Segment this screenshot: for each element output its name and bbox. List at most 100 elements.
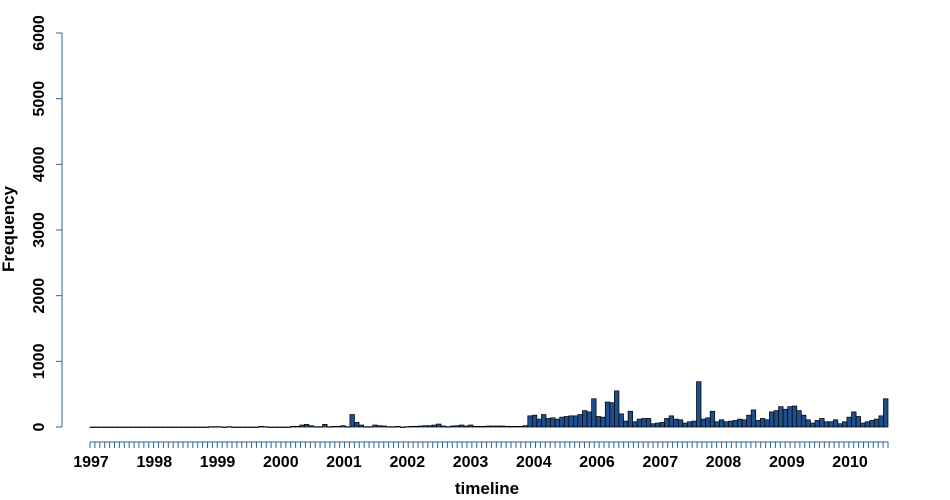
bar <box>668 415 675 428</box>
bar <box>609 402 615 428</box>
bar <box>855 416 861 428</box>
bar <box>832 419 839 428</box>
bar <box>317 426 323 428</box>
bar <box>94 426 100 428</box>
bar <box>176 426 182 428</box>
bar <box>718 419 725 428</box>
bar <box>691 420 697 428</box>
bar <box>641 418 647 428</box>
bar <box>650 423 656 428</box>
bar <box>883 398 889 428</box>
bar <box>281 426 287 428</box>
bar <box>554 418 561 428</box>
bar <box>472 425 478 428</box>
bar <box>481 425 488 428</box>
bar <box>390 426 396 428</box>
bar <box>226 426 232 428</box>
bar <box>486 425 492 428</box>
bar <box>700 418 706 428</box>
y-tick-label: 1000 <box>31 343 48 379</box>
bar <box>504 425 510 428</box>
bar <box>604 401 611 428</box>
bar <box>235 426 241 428</box>
bar <box>217 426 223 428</box>
bar <box>536 418 542 428</box>
bar <box>144 426 150 428</box>
bar <box>545 418 551 428</box>
bar <box>340 425 346 428</box>
bar <box>180 426 187 428</box>
bar <box>632 421 638 428</box>
bar <box>723 421 729 428</box>
bar <box>459 424 465 428</box>
bar <box>303 424 310 428</box>
bar <box>509 425 515 428</box>
bar <box>714 421 720 428</box>
bar <box>326 426 333 428</box>
bar <box>258 425 264 428</box>
bar <box>636 418 643 428</box>
bar <box>272 426 278 428</box>
bar <box>417 425 424 428</box>
bar <box>399 426 405 428</box>
bar <box>386 426 392 428</box>
bar <box>358 424 364 428</box>
bar <box>563 416 570 428</box>
bar <box>527 415 533 428</box>
bar <box>750 409 757 428</box>
bar <box>363 426 369 428</box>
y-axis-title: Frequency <box>0 185 18 272</box>
bar <box>189 426 196 428</box>
bar <box>673 418 679 428</box>
bar <box>107 426 114 428</box>
bar <box>746 414 752 428</box>
bar <box>728 420 734 428</box>
bar <box>158 426 164 428</box>
bar <box>335 425 342 428</box>
bar <box>148 426 155 428</box>
x-tick-label: 2003 <box>453 454 489 471</box>
bar <box>677 419 684 428</box>
bar <box>130 426 136 428</box>
x-tick-label: 2004 <box>516 454 552 471</box>
bar <box>627 410 633 428</box>
bar <box>381 425 387 428</box>
bar <box>837 423 843 428</box>
bar <box>354 422 360 428</box>
bar <box>322 424 328 428</box>
bar <box>873 418 880 428</box>
y-tick-label: 2000 <box>31 278 48 314</box>
x-axis-title: timeline <box>455 479 519 498</box>
x-tick-label: 2007 <box>643 454 679 471</box>
bar <box>878 415 884 428</box>
x-tick-label: 2000 <box>263 454 299 471</box>
bar <box>705 417 711 428</box>
bar <box>139 426 146 428</box>
bar <box>568 415 574 428</box>
bar <box>404 426 410 428</box>
bar <box>267 426 273 428</box>
bar <box>454 425 460 428</box>
bar <box>299 424 305 428</box>
bar <box>203 426 209 428</box>
bar <box>331 425 337 428</box>
bar <box>618 413 624 428</box>
bar <box>541 414 547 428</box>
bar <box>869 420 875 428</box>
bar <box>167 426 173 428</box>
bar <box>600 416 606 428</box>
bar <box>500 425 506 428</box>
bar <box>687 421 693 428</box>
bar <box>796 410 802 428</box>
bar <box>860 422 866 428</box>
y-axis: 0 1000 2000 3000 4000 5000 6000 <box>31 15 63 431</box>
y-tick-label: 3000 <box>31 212 48 248</box>
bar <box>445 426 451 428</box>
bar <box>819 418 825 428</box>
bar <box>395 425 401 428</box>
bar <box>595 416 602 428</box>
x-tick-label: 2010 <box>832 454 868 471</box>
bar <box>313 426 319 428</box>
bar <box>764 419 770 428</box>
